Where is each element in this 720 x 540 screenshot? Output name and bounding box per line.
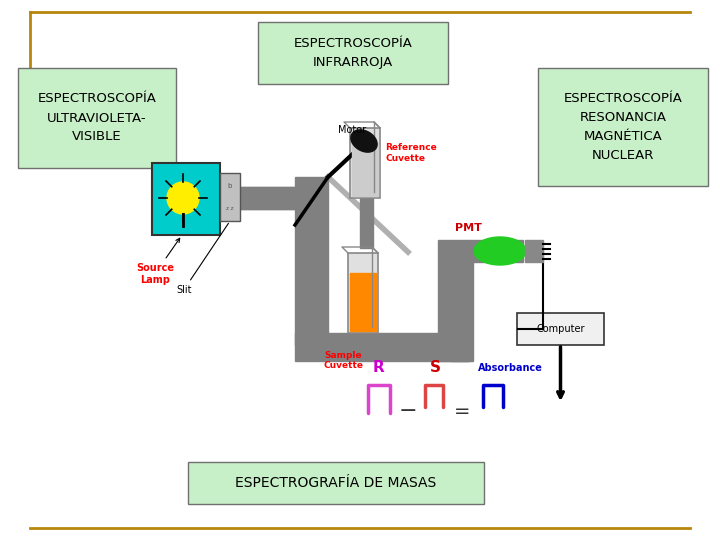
Ellipse shape	[474, 237, 526, 265]
Text: ESPECTROGRAFÍA DE MASAS: ESPECTROGRAFÍA DE MASAS	[235, 476, 436, 490]
Text: Motor: Motor	[338, 125, 366, 135]
Bar	[295, 333, 470, 361]
Bar	[451, 262, 473, 361]
Text: S: S	[430, 360, 441, 375]
Text: z z: z z	[226, 206, 234, 211]
Text: PMT: PMT	[455, 223, 482, 233]
FancyBboxPatch shape	[517, 313, 604, 345]
Ellipse shape	[351, 130, 377, 152]
FancyBboxPatch shape	[258, 22, 448, 84]
FancyBboxPatch shape	[350, 128, 380, 198]
Text: ESPECTROSCOPÍA
RESONANCIA
MAGNÉTICA
NUCLEAR: ESPECTROSCOPÍA RESONANCIA MAGNÉTICA NUCL…	[564, 92, 683, 162]
FancyBboxPatch shape	[18, 68, 176, 168]
Text: Reference
Cuvette: Reference Cuvette	[385, 143, 437, 163]
Bar	[238, 187, 303, 209]
Bar	[525, 240, 543, 262]
Bar	[360, 198, 373, 248]
Bar	[295, 225, 328, 345]
Text: Absorbance: Absorbance	[477, 363, 542, 373]
Text: b: b	[228, 183, 232, 189]
FancyBboxPatch shape	[152, 163, 220, 235]
Text: Computer: Computer	[536, 324, 585, 334]
Bar	[238, 187, 298, 209]
Bar	[350, 273, 376, 331]
Text: −: −	[399, 401, 418, 421]
FancyBboxPatch shape	[188, 462, 484, 504]
FancyBboxPatch shape	[220, 173, 240, 221]
Bar	[295, 177, 328, 225]
Text: Source
Lamp: Source Lamp	[136, 238, 180, 285]
Circle shape	[167, 182, 199, 214]
Text: R: R	[372, 360, 384, 375]
FancyBboxPatch shape	[348, 253, 378, 333]
Text: ESPECTROSCOPÍA
ULTRAVIOLETA-
VISIBLE: ESPECTROSCOPÍA ULTRAVIOLETA- VISIBLE	[37, 92, 156, 144]
Bar	[468, 240, 523, 262]
Bar	[438, 240, 468, 361]
Text: Slit: Slit	[176, 224, 228, 295]
Text: ESPECTROSCOPÍA
INFRARROJA: ESPECTROSCOPÍA INFRARROJA	[294, 37, 413, 69]
Text: Sample
Cuvette: Sample Cuvette	[323, 351, 363, 370]
Text: =: =	[454, 402, 470, 421]
Bar	[352, 143, 378, 196]
FancyBboxPatch shape	[538, 68, 708, 186]
